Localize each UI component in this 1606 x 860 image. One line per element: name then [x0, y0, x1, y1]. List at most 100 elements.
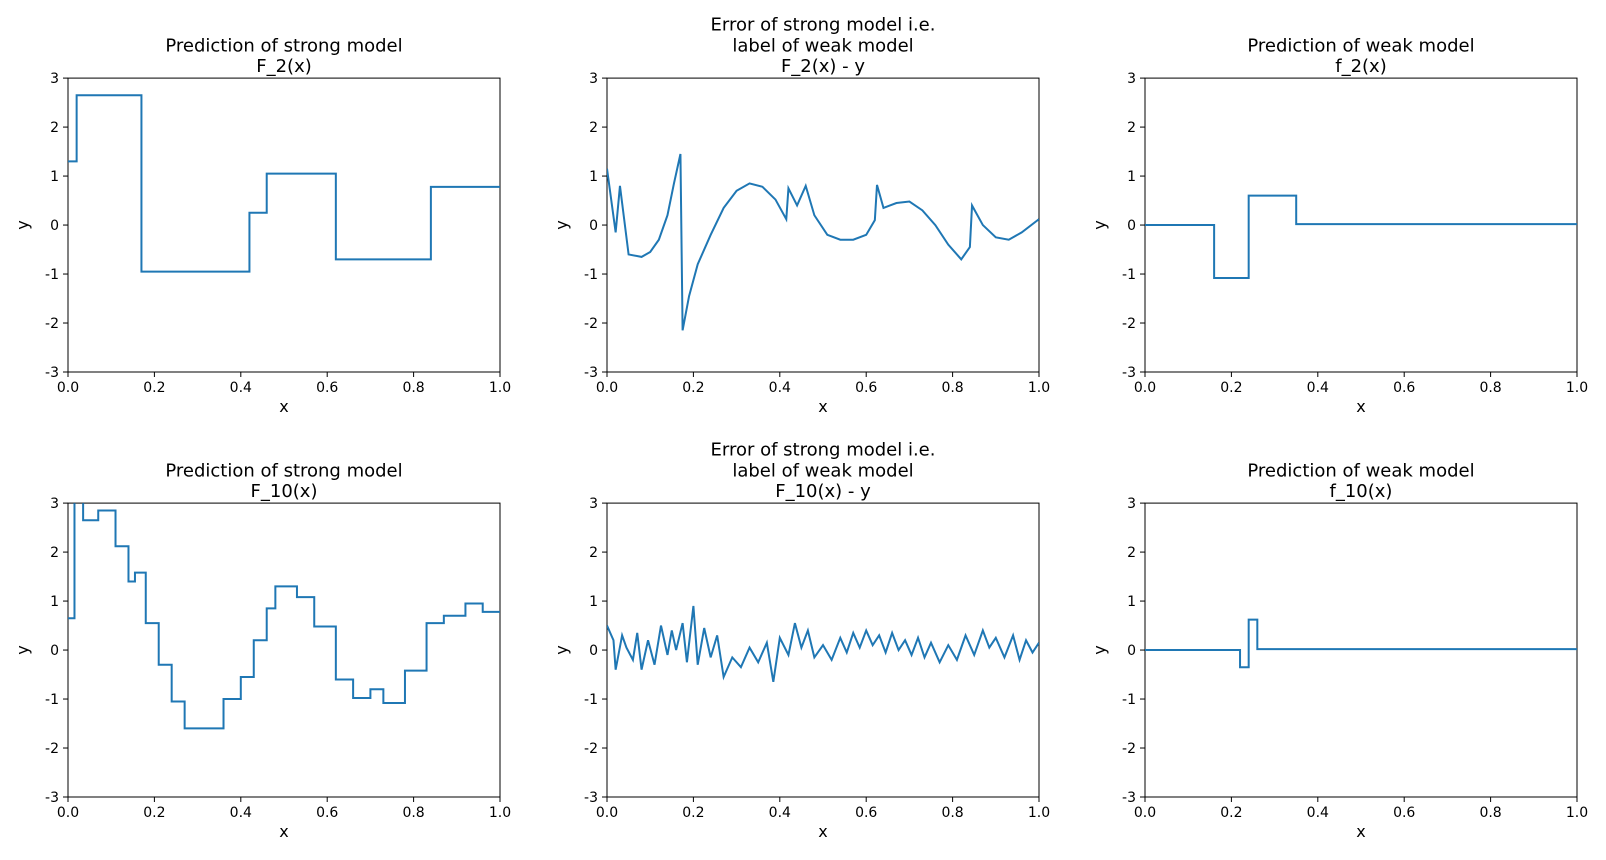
panel-title-line: Error of strong model i.e.	[710, 440, 935, 461]
x-tick-label: 0.4	[1307, 380, 1329, 396]
y-tick-label: -3	[1122, 365, 1136, 381]
x-tick-label: 0.6	[1393, 805, 1415, 821]
y-tick-label: 2	[1127, 120, 1136, 136]
x-tick-label: 0.6	[316, 805, 338, 821]
y-tick-label: 1	[1127, 594, 1136, 610]
panel-title-line: Prediction of weak model	[1248, 35, 1475, 56]
data-series	[607, 606, 1039, 682]
panel-title-line: f_10(x)	[1330, 481, 1393, 502]
subplot-1-1: 0.00.20.40.60.81.0-3-2-10123xyError of s…	[549, 435, 1058, 850]
y-tick-label: -3	[45, 790, 59, 806]
x-tick-label: 0.6	[855, 805, 877, 821]
x-tick-label: 0.4	[768, 805, 790, 821]
y-tick-label: -2	[1122, 316, 1136, 332]
panel-title-line: label of weak model	[732, 35, 913, 56]
subplot-1-0: 0.0 0.2 0.4 0.6 0.8 1.0 -3 -2 -1 0 1 2 3 x y Prediction…	[10, 435, 519, 850]
plot-border	[68, 503, 500, 797]
y-tick-label: 1	[1127, 169, 1136, 185]
y-tick-label: 3	[50, 71, 59, 87]
x-tick-label: 0.8	[402, 805, 424, 821]
x-axis-label: x	[279, 822, 288, 841]
y-tick-label: -3	[1122, 790, 1136, 806]
data-series	[68, 498, 500, 728]
x-tick-label: 0.4	[230, 380, 252, 396]
plot-border	[607, 503, 1039, 797]
x-tick-label: 0.0	[1134, 805, 1156, 821]
y-tick-label: -2	[584, 316, 598, 332]
y-tick-label: 0	[50, 643, 59, 659]
y-tick-label: -2	[45, 741, 59, 757]
panel-title-line: Prediction of weak model	[1248, 460, 1475, 481]
x-axis-label: x	[279, 397, 288, 416]
x-tick-label: 1.0	[489, 380, 511, 396]
y-tick-label: -3	[584, 365, 598, 381]
x-tick-label: 1.0	[1028, 380, 1050, 396]
subplot-0-1: 0.00.20.40.60.81.0-3-2-10123xyError of s…	[549, 10, 1058, 425]
y-tick-label: -3	[45, 365, 59, 381]
panel-title-line: label of weak model	[732, 460, 913, 481]
x-tick-label: 1.0	[489, 805, 511, 821]
plot-border	[607, 78, 1039, 372]
x-tick-label: 0.2	[143, 380, 165, 396]
panel-title-line: F_2(x)	[256, 56, 312, 77]
x-tick-label: 0.6	[855, 380, 877, 396]
y-axis-label: y	[13, 220, 32, 229]
x-axis-label: x	[1357, 397, 1366, 416]
y-tick-label: -1	[584, 692, 598, 708]
y-tick-label: 0	[1127, 643, 1136, 659]
x-tick-label: 0.2	[143, 805, 165, 821]
x-tick-label: 0.8	[402, 380, 424, 396]
y-tick-label: 3	[50, 496, 59, 512]
y-tick-label: 0	[589, 643, 598, 659]
y-tick-label: 0	[589, 218, 598, 234]
data-series	[1145, 196, 1577, 278]
x-tick-label: 1.0	[1566, 380, 1588, 396]
y-tick-label: -2	[45, 316, 59, 332]
subplot-grid: 0.0 0.2 0.4 0.6 0.8 1.0 -3 -2 -1 0 1 2 3 x y Prediction…	[10, 10, 1596, 850]
y-tick-label: 3	[1127, 496, 1136, 512]
y-tick-label: 3	[589, 496, 598, 512]
x-tick-label: 0.8	[1480, 805, 1502, 821]
y-axis-label: y	[13, 645, 32, 654]
x-tick-label: 0.0	[1134, 380, 1156, 396]
y-tick-label: -2	[584, 741, 598, 757]
x-tick-label: 0.4	[230, 805, 252, 821]
x-tick-label: 0.0	[596, 380, 618, 396]
y-tick-label: 3	[1127, 71, 1136, 87]
x-tick-label: 1.0	[1566, 805, 1588, 821]
x-axis-label: x	[818, 397, 827, 416]
y-tick-label: -1	[584, 267, 598, 283]
x-tick-label: 0.0	[57, 805, 79, 821]
x-tick-label: 0.6	[316, 380, 338, 396]
y-tick-label: -2	[1122, 741, 1136, 757]
y-tick-label: 1	[50, 169, 59, 185]
x-tick-label: 1.0	[1028, 805, 1050, 821]
x-tick-label: 0.6	[1393, 380, 1415, 396]
y-tick-label: -1	[45, 267, 59, 283]
x-tick-label: 0.2	[682, 805, 704, 821]
x-axis-label: x	[1357, 822, 1366, 841]
data-series	[1145, 620, 1577, 668]
x-tick-label: 0.8	[941, 805, 963, 821]
y-tick-label: 0	[1127, 218, 1136, 234]
x-tick-label: 0.2	[682, 380, 704, 396]
y-tick-label: 1	[50, 594, 59, 610]
y-tick-label: 2	[1127, 545, 1136, 561]
y-axis-label: y	[1090, 220, 1109, 229]
y-tick-label: -1	[45, 692, 59, 708]
panel-title-line: F_10(x) - y	[775, 481, 871, 502]
x-tick-label: 0.4	[1307, 805, 1329, 821]
subplot-1-2: 0.00.20.40.60.81.0-3-2-10123xyPrediction…	[1087, 435, 1596, 850]
y-tick-label: 0	[50, 218, 59, 234]
y-tick-label: 1	[589, 169, 598, 185]
subplot-0-0: 0.00.20.40.60.81.0-3-2-10123xyPrediction…	[10, 10, 519, 425]
x-tick-label: 0.0	[596, 805, 618, 821]
x-tick-label: 0.0	[57, 380, 79, 396]
y-tick-label: -3	[584, 790, 598, 806]
panel-title-line: Prediction of strong model	[165, 460, 402, 481]
y-tick-label: 2	[50, 545, 59, 561]
x-tick-label: 0.2	[1221, 805, 1243, 821]
y-tick-label: -1	[1122, 692, 1136, 708]
y-axis-label: y	[552, 220, 571, 229]
data-series	[607, 154, 1039, 330]
